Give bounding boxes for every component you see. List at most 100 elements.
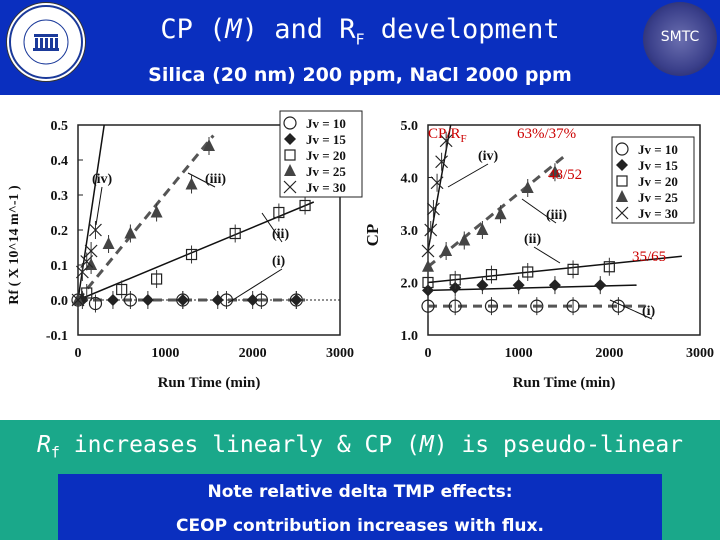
trend-line [76, 134, 215, 301]
y-tick-label: -0.1 [46, 329, 68, 344]
unesco-logo-icon [9, 5, 83, 79]
data-point [151, 273, 163, 285]
charts-area: -0.1 0.0 0.1 0.2 0.3 0.4 0.5 0 1000 2000 3000 Run T… [7, 110, 714, 391]
legend-marker [283, 180, 297, 194]
legend-label: Jv = 10 [306, 116, 346, 131]
data-point [246, 294, 259, 306]
x-tick-label: 2000 [239, 346, 267, 361]
x-tick-label: 0 [425, 346, 432, 361]
x-axis-label: Run Time (min) [513, 375, 616, 391]
data-point [440, 244, 453, 256]
data-point [567, 263, 579, 275]
series-label: (ii) [272, 227, 289, 242]
data-point [290, 294, 303, 306]
x-tick-label: 3000 [326, 346, 354, 361]
data-point [449, 274, 461, 286]
ratio-annotation-1: 63%/37% [517, 126, 576, 142]
x-tick-label: 1000 [151, 346, 179, 361]
note-line-1: Note relative delta TMP effects: [207, 482, 513, 502]
data-point [548, 279, 561, 292]
arrow-icon [95, 186, 103, 226]
title-m: M [225, 14, 242, 45]
y-axis-label: Rf ( X 10^14 m^-1 ) [7, 185, 22, 305]
data-point [435, 155, 449, 169]
legend-label: Jv = 10 [638, 142, 678, 157]
cp-rf-annotation: CP/RF [428, 126, 467, 145]
x-tick-label: 0 [75, 346, 82, 361]
y-tick-label: 0.5 [51, 119, 69, 134]
legend-marker [284, 149, 296, 161]
arrow-icon [187, 172, 216, 188]
data-point [421, 244, 435, 258]
data-point [123, 293, 137, 307]
series-label: (iii) [546, 208, 567, 223]
data-point [439, 134, 453, 148]
x-axis-label: Run Time (min) [158, 375, 261, 391]
data-point [124, 226, 137, 239]
legend-marker [284, 133, 296, 145]
legend-marker [615, 142, 629, 156]
x-tick-label: 1000 [505, 346, 533, 361]
data-point [116, 283, 128, 296]
series-label: (iii) [205, 172, 226, 187]
note-line-2: CEOP contribution increases with flux. [176, 516, 544, 536]
y-tick-label: 0.4 [51, 154, 69, 169]
series-label: (i) [642, 304, 656, 319]
y-tick-label: 3.0 [401, 224, 419, 239]
legend-marker [284, 164, 296, 176]
legend-label: Jv = 20 [306, 148, 346, 163]
legend-label: Jv = 20 [638, 174, 678, 189]
arrow-icon [261, 212, 283, 243]
x-tick-label: 3000 [686, 346, 714, 361]
data-point [422, 276, 434, 289]
conclusion-m: M [419, 432, 434, 458]
ratio-annotation-2: 48/52 [548, 167, 582, 183]
y-tick-label: 0.1 [51, 259, 69, 274]
y-axis-label: CP [363, 224, 382, 247]
data-point [185, 177, 198, 190]
data-point [176, 294, 189, 306]
series-label: (i) [272, 254, 286, 269]
data-point [273, 206, 285, 219]
data-point [203, 139, 215, 151]
conclusion-part: increases linearly & CP ( [59, 432, 420, 458]
arrow-icon [533, 246, 561, 264]
chart-annotations: CP/RF 63%/37% 48/52 35/65 [428, 126, 666, 265]
data-point [84, 244, 98, 258]
data-point [299, 199, 311, 212]
arrow-icon [609, 299, 653, 320]
legend-label: Jv = 15 [638, 158, 678, 173]
data-point [421, 299, 435, 313]
title-banner [0, 0, 720, 95]
data-point [512, 279, 525, 292]
legend-label: Jv = 15 [306, 132, 346, 147]
legend-marker [616, 190, 628, 202]
arrow-icon [447, 163, 489, 188]
data-point [229, 227, 241, 240]
y-tick-label: 1.0 [401, 329, 419, 344]
data-point [102, 237, 115, 249]
y-tick-label: 4.0 [401, 172, 419, 187]
series-label: (iv) [478, 149, 499, 164]
legend-label: Jv = 30 [638, 206, 678, 221]
smtc-badge: SMTC [643, 2, 717, 76]
data-point [89, 223, 102, 237]
page-subtitle: Silica (20 nm) 200 ppm, NaCl 2000 ppm [148, 64, 572, 86]
data-point [485, 269, 498, 281]
data-point [476, 279, 489, 292]
legend-label: Jv = 25 [306, 164, 346, 179]
data-point [422, 259, 434, 272]
cp-chart: 1.0 2.0 3.0 4.0 5.0 0 1000 2000 3000 Run Time (mi… [363, 119, 714, 391]
conclusion-part: ) is pseudo-linear [433, 432, 684, 458]
legend-marker [616, 159, 628, 171]
data-point [548, 165, 561, 178]
data-point [185, 248, 198, 261]
x-tick-label: 2000 [595, 346, 623, 361]
trend-line [427, 124, 452, 252]
data-point [81, 287, 93, 299]
data-point [603, 261, 615, 273]
data-point [141, 294, 154, 306]
data-point [88, 296, 103, 311]
ratio-annotation-3: 35/65 [632, 249, 666, 265]
title-sub: F [355, 30, 365, 49]
